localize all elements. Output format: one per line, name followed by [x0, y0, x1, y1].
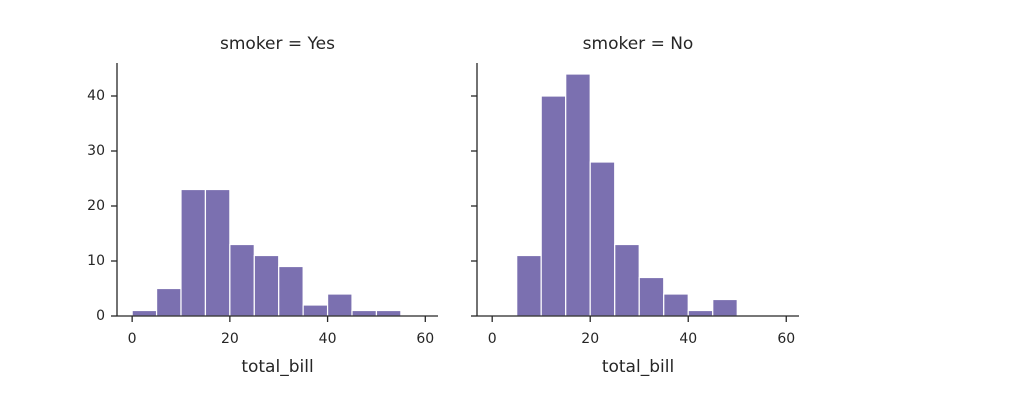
x-tick-label: 0 — [128, 331, 137, 347]
bar — [302, 304, 329, 317]
bar — [180, 188, 207, 317]
bar — [131, 309, 158, 317]
panel-title: smoker = Yes — [220, 34, 335, 54]
x-tick-label: 0 — [488, 331, 497, 347]
x-axis-label: total_bill — [602, 357, 674, 377]
bar — [712, 298, 738, 317]
x-axis-label: total_bill — [241, 357, 313, 377]
bar — [589, 161, 616, 317]
bar — [687, 309, 714, 317]
bar — [253, 254, 280, 317]
bar — [614, 243, 640, 317]
x-tick-label: 60 — [416, 331, 434, 347]
y-tick-label: 20 — [87, 198, 105, 214]
bar — [204, 188, 231, 317]
bar — [565, 73, 591, 317]
bar — [540, 95, 567, 317]
y-tick-label: 0 — [96, 308, 105, 324]
bar — [229, 243, 255, 317]
bar — [278, 265, 304, 317]
panel-title: smoker = No — [583, 34, 694, 54]
y-tick-label: 10 — [87, 253, 105, 269]
bar — [663, 293, 689, 317]
x-tick-label: 40 — [679, 331, 697, 347]
y-tick-label: 40 — [87, 88, 105, 104]
bar — [326, 293, 353, 317]
y-tick-label: 30 — [87, 143, 105, 159]
x-tick-label: 20 — [221, 331, 239, 347]
x-tick-label: 40 — [319, 331, 337, 347]
bar — [516, 254, 542, 317]
x-tick-label: 20 — [581, 331, 599, 347]
bar — [638, 276, 665, 317]
bar — [155, 287, 182, 317]
x-tick-label: 60 — [777, 331, 795, 347]
bar — [351, 309, 378, 317]
bar — [375, 309, 402, 317]
